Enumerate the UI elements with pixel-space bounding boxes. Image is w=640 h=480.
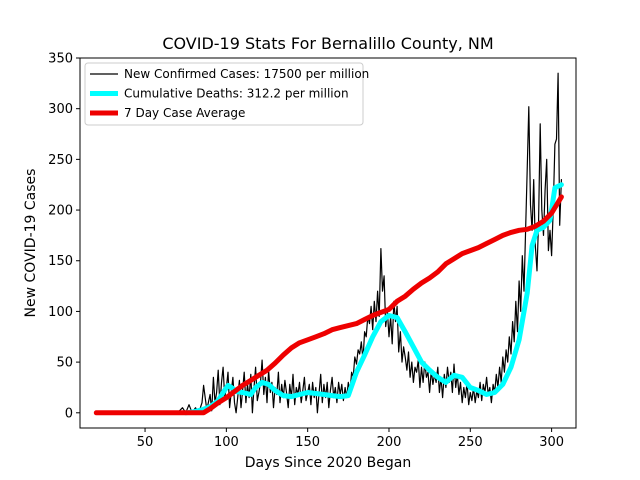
axes-frame bbox=[79, 57, 577, 429]
y-tick-label-350: 350 bbox=[48, 52, 73, 67]
y-tick-label-150: 150 bbox=[48, 254, 73, 269]
plot-area bbox=[93, 72, 564, 416]
series-line-2 bbox=[93, 194, 564, 416]
x-tick-label-150: 150 bbox=[295, 435, 320, 450]
x-tick-label-300: 300 bbox=[539, 435, 564, 450]
series-line-1 bbox=[183, 182, 564, 416]
legend-entry-1: Cumulative Deaths: 312.2 per million bbox=[124, 87, 349, 101]
x-tick-label-50: 50 bbox=[137, 435, 154, 450]
chart-title: COVID-19 Stats For Bernalillo County, NM bbox=[162, 34, 493, 53]
legend-entry-0: New Confirmed Cases: 17500 per million bbox=[124, 67, 369, 81]
y-tick-label-250: 250 bbox=[48, 153, 73, 168]
y-tick-label-100: 100 bbox=[48, 305, 73, 320]
x-tick-label-250: 250 bbox=[458, 435, 483, 450]
y-tick-label-0: 0 bbox=[65, 406, 73, 421]
x-axis-ticks: 50 100 150 200 250 300 bbox=[137, 428, 564, 450]
y-tick-label-200: 200 bbox=[48, 204, 73, 219]
x-axis-label: Days Since 2020 Began bbox=[245, 455, 411, 471]
legend-entry-2: 7 Day Case Average bbox=[124, 106, 245, 120]
y-tick-label-300: 300 bbox=[48, 102, 73, 117]
legend: New Confirmed Cases: 17500 per million Cu… bbox=[84, 62, 369, 126]
x-tick-label-100: 100 bbox=[214, 435, 239, 450]
x-tick-label-200: 200 bbox=[377, 435, 402, 450]
y-axis-ticks: 0 50 100 150 200 250 300 350 bbox=[48, 52, 80, 421]
legend-box bbox=[84, 62, 364, 126]
y-tick-label-50: 50 bbox=[56, 356, 73, 371]
y-axis-label: New COVID-19 Cases bbox=[23, 169, 39, 318]
